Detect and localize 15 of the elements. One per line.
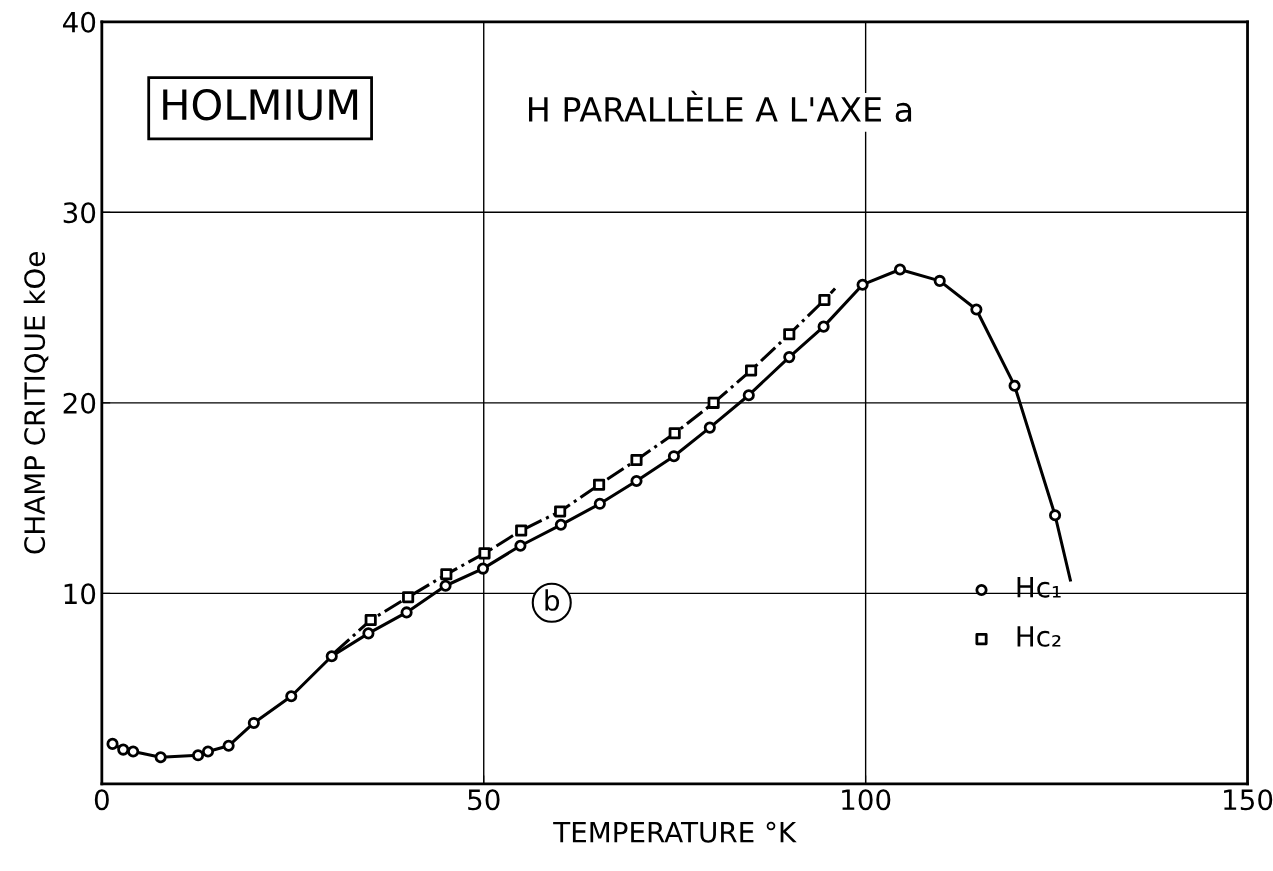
y-tick-label: 40 [62,11,96,33]
annotation: HOLMIUM [163,88,358,121]
x-tick-label: 100 [842,789,891,811]
y-tick-label: 20 [63,392,96,414]
legend-label: Hc₂ [1017,626,1061,647]
x-tick-label: 0 [94,789,109,811]
x-axis-title: TEMPERATURE °K [553,821,797,843]
y-tick-label: 30 [63,202,96,224]
x-tick-label: 50 [468,789,500,811]
y-axis-title: CHAMP CRITIQUE kOe [23,252,49,554]
legend-label: Hc₁ [1017,577,1061,598]
annotation: b [545,589,560,611]
annotation: H PARALLÈLE A L'AXE a [529,90,912,123]
y-tick-label: 10 [64,583,96,605]
x-tick-label: 150 [1224,789,1273,811]
